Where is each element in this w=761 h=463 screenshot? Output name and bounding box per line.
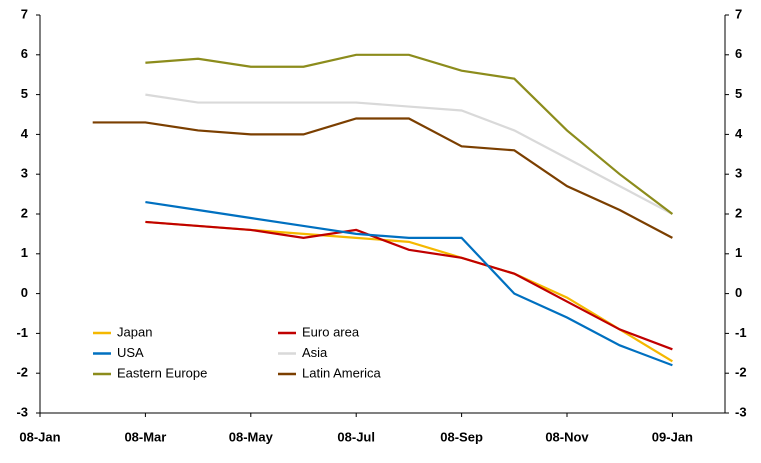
y-tick-label: 0 [21,285,28,300]
y2-tick-label: 7 [735,6,742,21]
series-line [145,220,673,363]
y2-tick-label: 3 [735,166,742,181]
y-tick-label: -3 [16,404,28,419]
series-line [92,117,673,239]
legend-label: Asia [302,345,328,360]
y2-tick-label: 4 [735,126,743,141]
y2-tick-label: -3 [735,404,747,419]
series-line [145,200,673,367]
x-tick-label: 08-May [229,429,274,444]
x-tick-label: 08-Jul [337,429,375,444]
legend-label: USA [117,345,144,360]
legend-label: Eastern Europe [117,365,207,380]
x-tick-label: 08-Sep [440,429,483,444]
y2-tick-label: 0 [735,285,742,300]
y-tick-label: 3 [21,166,28,181]
y-tick-label: 6 [21,46,28,61]
x-tick-label: 08-Nov [545,429,589,444]
legend-label: Euro area [302,324,360,339]
series-line [145,220,673,351]
x-tick-label: 08-Mar [124,429,166,444]
x-tick-label: 09-Jan [652,429,693,444]
y2-tick-label: -2 [735,365,747,380]
y2-tick-label: -1 [735,325,747,340]
y-tick-label: 7 [21,6,28,21]
y-tick-label: -1 [16,325,28,340]
series-line [145,53,674,215]
y2-tick-label: 2 [735,205,742,220]
x-tick-label: 08-Jan [19,429,60,444]
y2-tick-label: 1 [735,245,742,260]
y-tick-label: 1 [21,245,28,260]
y2-tick-label: 6 [735,46,742,61]
y-tick-label: -2 [16,365,28,380]
y-tick-label: 5 [21,86,28,101]
y-tick-label: 2 [21,205,28,220]
legend-label: Japan [117,324,152,339]
y2-tick-label: 5 [735,86,742,101]
series-line [145,93,673,215]
legend-label: Latin America [302,365,382,380]
y-tick-label: 4 [21,126,29,141]
